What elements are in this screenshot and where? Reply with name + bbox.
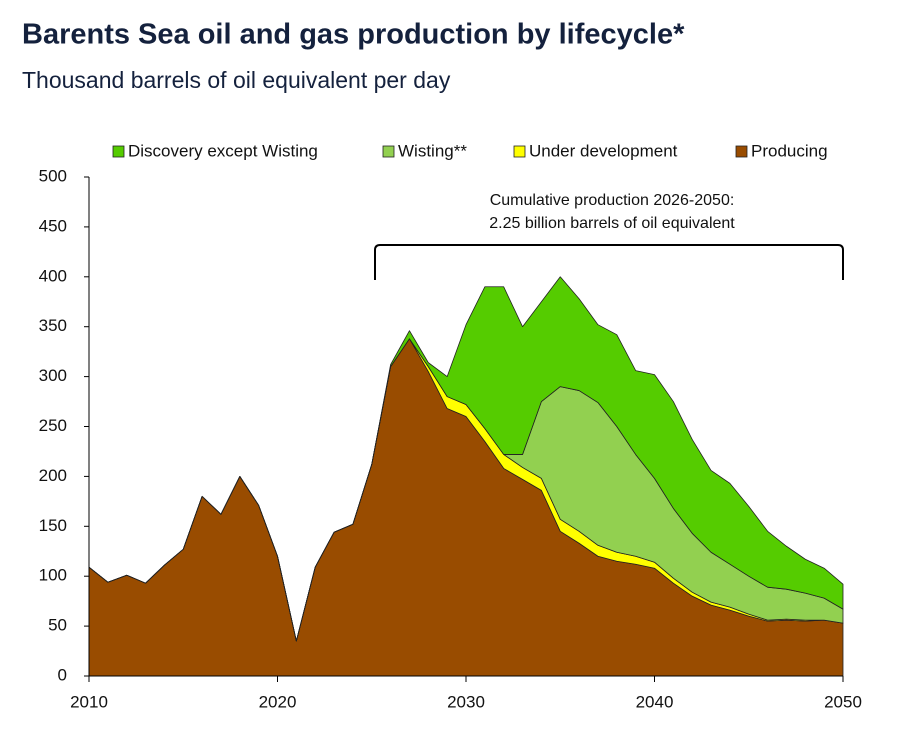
legend-swatch [513,145,526,158]
legend-label: Wisting** [398,141,467,160]
y-tick-label: 250 [39,416,67,435]
chart-title: Barents Sea oil and gas production by li… [22,19,685,51]
y-tick-label: 350 [39,316,67,335]
legend-label: Under development [529,141,678,160]
y-tick-label: 300 [39,366,67,385]
x-tick-label: 2050 [824,692,862,711]
legend-swatch [112,145,125,158]
legend-swatch [735,145,748,158]
y-tick-label: 100 [39,566,67,585]
x-tick-label: 2040 [636,692,674,711]
x-tick-label: 2010 [70,692,108,711]
annotation: 2.25 billion barrels of oil equivalent [489,215,735,232]
y-tick-label: 500 [39,166,67,185]
x-tick-label: 2020 [259,692,297,711]
y-tick-label: 450 [39,216,67,235]
y-tick-label: 400 [39,266,67,285]
legend-label: Producing [751,141,828,160]
chart-subtitle: Thousand barrels of oil equivalent per d… [22,67,451,93]
legend-label: Discovery except Wisting [128,141,318,160]
y-tick-label: 0 [58,665,67,684]
bracket [374,244,844,280]
x-tick-label: 2030 [447,692,485,711]
legend-swatch [382,145,395,158]
annotation: Cumulative production 2026-2050: [490,192,735,209]
area [88,276,844,642]
y-tick-label: 200 [39,466,67,485]
y-tick-label: 50 [48,616,67,635]
y-tick-label: 150 [39,516,67,535]
